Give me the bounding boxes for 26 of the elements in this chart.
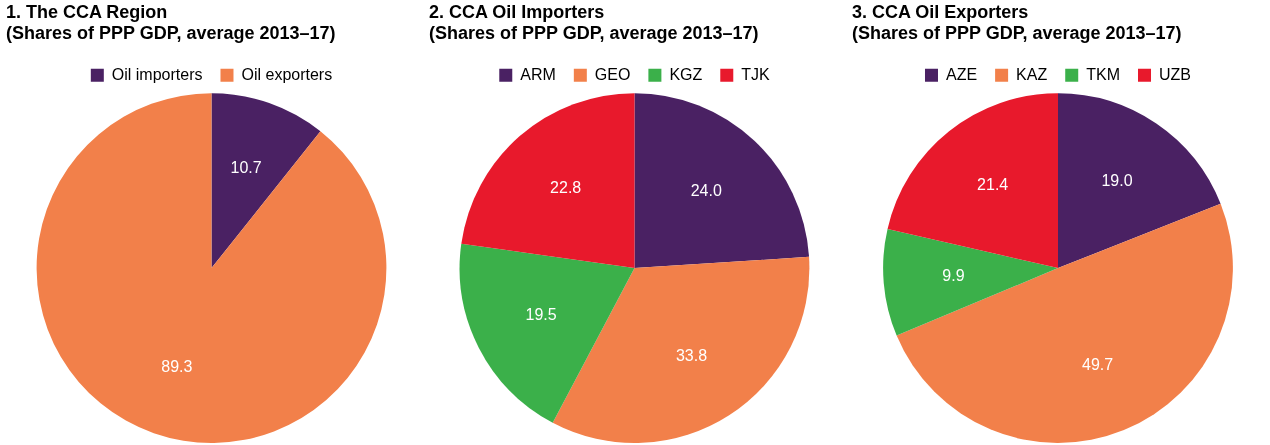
legend-label: Oil importers [111, 65, 203, 83]
data-label: 33.8 [675, 346, 708, 364]
chart-subtitle: (Shares of PPP GDP, average 2013–17) [429, 23, 759, 44]
data-label: 22.8 [550, 179, 582, 197]
legend-label: ARM [520, 65, 556, 83]
data-label: 89.3 [161, 357, 193, 375]
data-label: 19.5 [525, 306, 557, 324]
chart-title: 1. The CCA Region [6, 1, 168, 22]
legend-label: AZE [946, 65, 978, 83]
legend-label: GEO [594, 65, 631, 83]
legend-label: TKM [1086, 65, 1121, 83]
data-label: 49.7 [1081, 355, 1114, 373]
legend-label: Oil exporters [241, 65, 333, 83]
chart-subtitle: (Shares of PPP GDP, average 2013–17) [852, 23, 1182, 44]
data-label: 19.0 [1101, 171, 1133, 189]
data-label: 10.7 [230, 159, 262, 177]
chart-subtitle: (Shares of PPP GDP, average 2013–17) [6, 23, 336, 44]
legend-label: KAZ [1016, 65, 1048, 83]
data-label: 21.4 [977, 176, 1009, 194]
chart-title: 2. CCA Oil Importers [429, 1, 605, 22]
legend-label: UZB [1159, 65, 1191, 83]
legend-label: TJK [741, 65, 771, 83]
data-label: 9.9 [942, 267, 965, 285]
chart-title: 3. CCA Oil Exporters [852, 1, 1029, 22]
data-label: 24.0 [690, 181, 722, 199]
legend-label: KGZ [669, 65, 703, 83]
